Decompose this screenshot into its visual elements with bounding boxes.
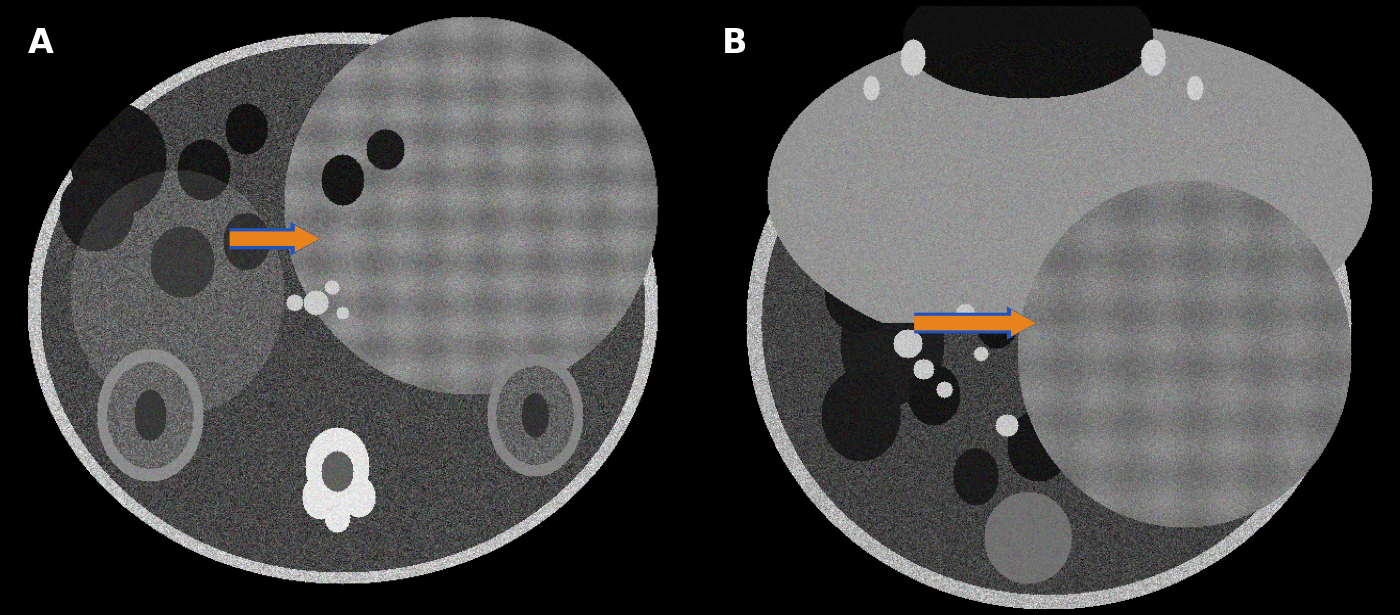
Text: B: B [721, 27, 748, 60]
Text: A: A [28, 27, 55, 60]
